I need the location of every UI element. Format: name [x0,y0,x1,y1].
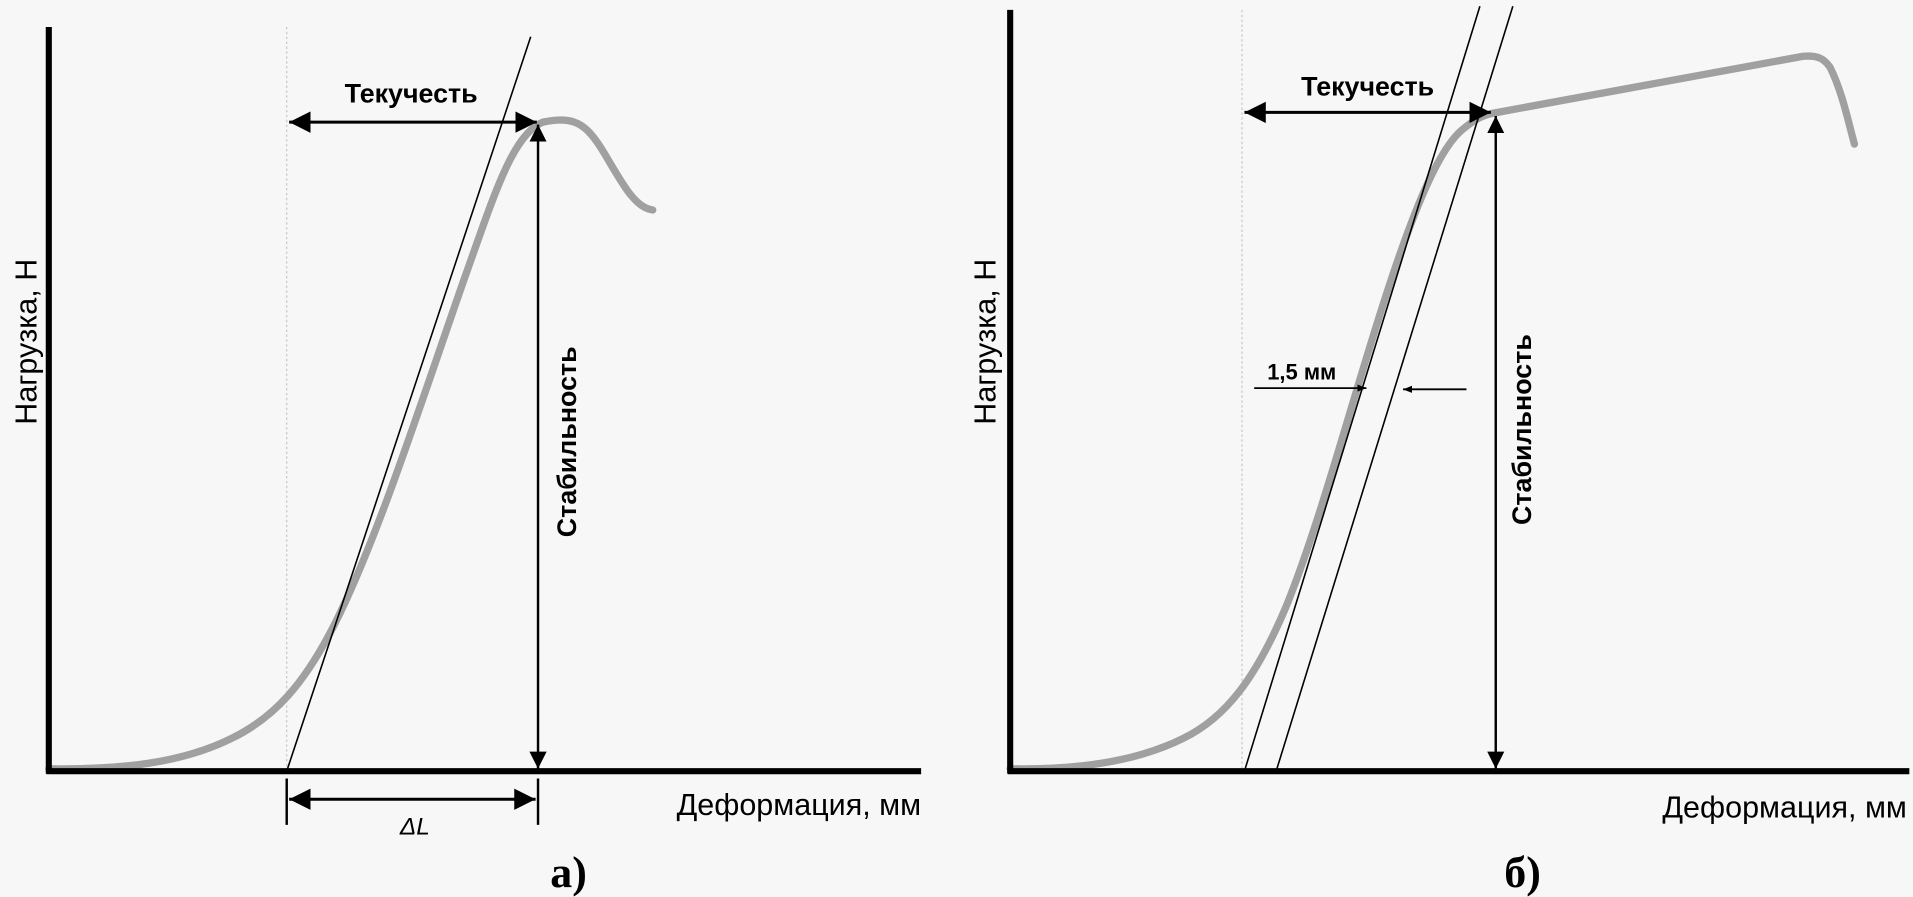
panel-caption: а) [550,848,587,897]
y-axis-label: Нагрузка, Н [969,259,1003,425]
panel-caption: б) [1504,848,1541,897]
load-deformation-curve [45,116,657,773]
stability-label: Стабильность [1507,334,1537,525]
flow-label: Текучесть [1301,71,1434,101]
delta-label: ΔL [399,814,430,841]
panel-b: Текучесть Стабильность 1,5 мм Деформация… [969,6,1910,897]
panel-a: Текучесть Стабильность ΔL Деформация, мм… [10,26,921,897]
x-axis-label: Деформация, мм [677,788,921,822]
offset-tangent-line [1275,6,1514,772]
tangent-line [285,36,532,772]
flow-label: Текучесть [345,79,478,109]
y-axis-label: Нагрузка, Н [10,259,44,425]
x-axis-label: Деформация, мм [1662,791,1906,825]
stability-label: Стабильность [552,346,582,537]
load-deformation-curve [1006,52,1859,773]
offset-label: 1,5 мм [1267,360,1336,385]
